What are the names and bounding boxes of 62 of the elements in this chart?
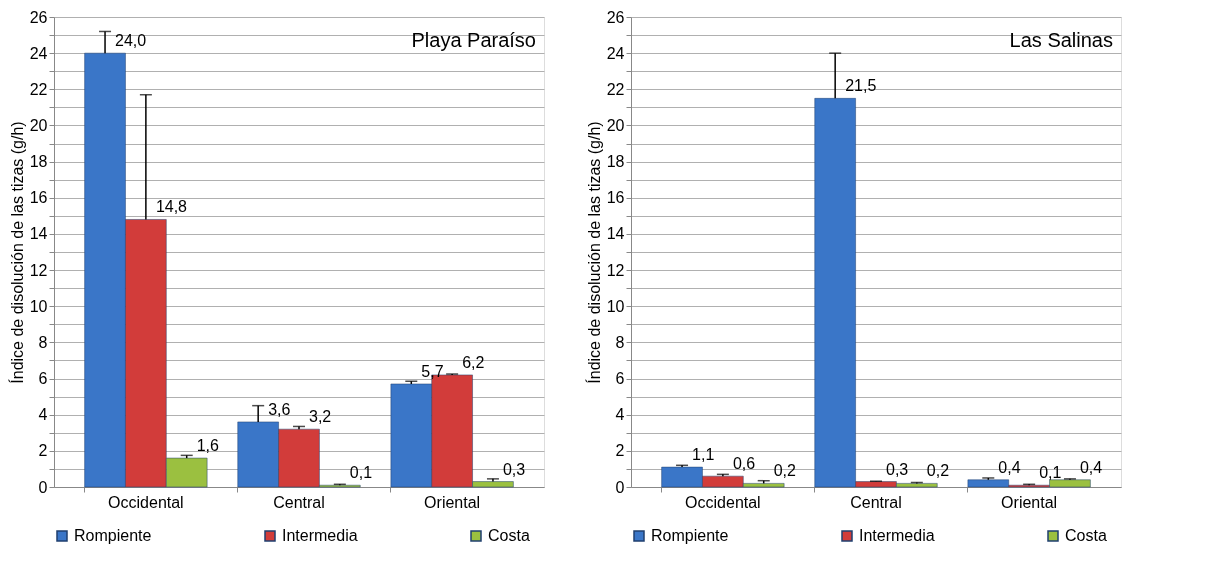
y-tick-label: 12 — [606, 261, 625, 279]
y-tick-label: 20 — [606, 116, 625, 134]
x-tick-label: Occidental — [685, 493, 761, 511]
y-tick-label: 16 — [29, 189, 48, 207]
y-tick-label: 26 — [29, 8, 48, 26]
data-label: 0,2 — [773, 462, 797, 480]
y-tick-label: 18 — [29, 153, 48, 171]
data-label: 1,1 — [692, 446, 715, 464]
y-tick-label: 10 — [606, 297, 625, 315]
text: Las Salinas — [1009, 29, 1113, 51]
data-label: 0,1 — [1039, 464, 1062, 482]
y-tick-label: 2 — [615, 442, 625, 460]
y-tick-label: 26 — [606, 8, 625, 26]
y-tick-label: 22 — [29, 80, 48, 98]
y-tick-label: 2 — [38, 442, 48, 460]
data-label: 21,5 — [845, 77, 877, 95]
y-tick-label: 0 — [38, 478, 48, 496]
x-tick-label: Central — [850, 493, 902, 511]
data-label: 0,4 — [998, 458, 1021, 476]
y-tick-label: 16 — [606, 189, 625, 207]
legend-label: Costa — [1065, 527, 1107, 544]
y-tick-label: 4 — [615, 406, 625, 424]
y-tick-label: 4 — [38, 406, 48, 424]
data-label: 0,2 — [926, 462, 950, 480]
data-label: 3,6 — [268, 400, 291, 418]
y-tick-label: 24 — [29, 44, 48, 62]
data-label: 6,2 — [462, 353, 485, 371]
data-label: 0,3 — [502, 460, 526, 478]
y-tick-label: 12 — [29, 261, 48, 279]
data-label: 3,2 — [309, 408, 332, 426]
y-tick-label: 10 — [29, 297, 48, 315]
y-tick-label: 6 — [38, 370, 48, 388]
legend-label: Rompiente — [651, 527, 729, 544]
data-label: 14,8 — [155, 198, 188, 216]
data-label: 5,7 — [421, 362, 444, 380]
legend-label: Intermedia — [859, 527, 935, 544]
y-tick-label: 22 — [606, 80, 625, 98]
data-label: 0,4 — [1079, 458, 1103, 476]
x-tick-label: Oriental — [1001, 493, 1058, 511]
data-label: 1,6 — [196, 437, 220, 455]
data-label: 24,0 — [115, 32, 147, 50]
x-tick-label: Central — [273, 493, 325, 511]
legend-label: Costa — [488, 527, 530, 544]
y-tick-label: 24 — [606, 44, 625, 62]
data-label: 0,6 — [732, 455, 756, 473]
data-label: 0,1 — [349, 464, 373, 482]
y-axis-title: Índice de disolución de las tizas (g/h) — [584, 121, 603, 384]
y-tick-label: 0 — [615, 478, 625, 496]
y-tick-label: 14 — [29, 225, 48, 243]
x-tick-label: Oriental — [424, 493, 481, 511]
y-tick-label: 8 — [38, 333, 48, 351]
y-tick-label: 18 — [606, 153, 625, 171]
y-tick-label: 6 — [615, 370, 625, 388]
legend-label: Rompiente — [74, 527, 152, 544]
text: Playa Paraíso — [411, 29, 536, 51]
y-tick-label: 20 — [29, 116, 48, 134]
y-tick-label: 8 — [615, 333, 625, 351]
x-tick-label: Occidental — [108, 493, 184, 511]
y-tick-label: 14 — [606, 225, 625, 243]
data-label: 0,3 — [886, 460, 909, 478]
legend-label: Intermedia — [282, 527, 358, 544]
y-axis-title: Índice de disolución de las tizas (g/h) — [7, 121, 26, 384]
